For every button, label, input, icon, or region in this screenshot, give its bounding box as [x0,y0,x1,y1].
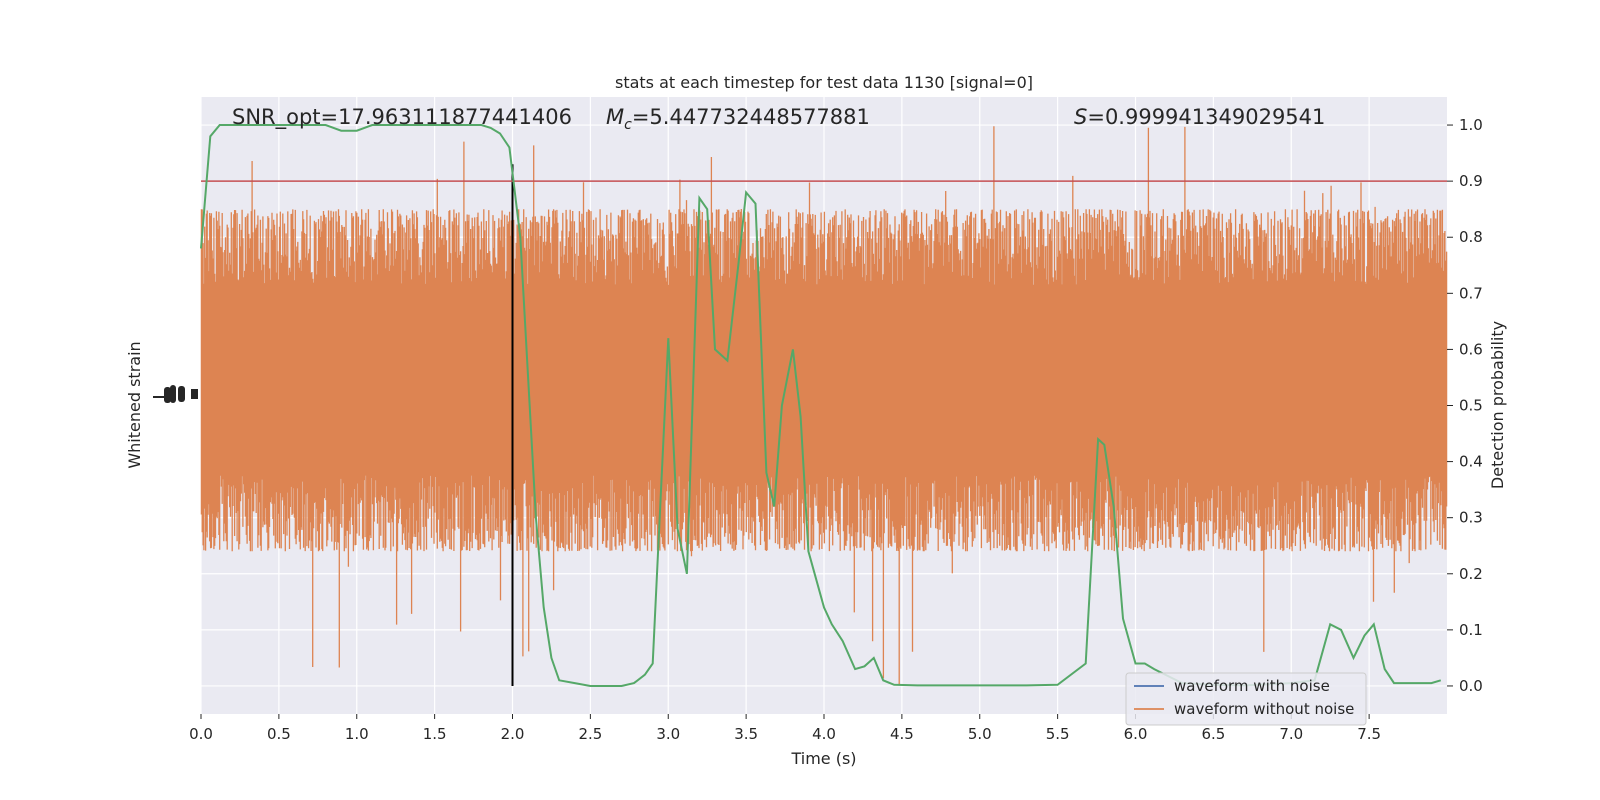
y-right-tick-label: 0.7 [1459,284,1483,302]
chart-title: stats at each timestep for test data 113… [615,73,1033,92]
snr-annotation: SNR_opt=17.963111877441406 [232,105,572,130]
legend-box [1125,672,1367,726]
y-right-tick-label: 0.5 [1459,397,1483,415]
x-tick-label: 5.5 [1046,725,1070,743]
x-tick-label: 6.5 [1201,725,1225,743]
x-tick-label: 2.5 [578,725,602,743]
x-tick-label: 4.5 [890,725,914,743]
x-tick-label: 0.0 [189,725,213,743]
y-left-axis-label: Whitened strain [125,341,144,468]
y-right-tick-label: 0.2 [1459,565,1483,583]
y-right-tick-label: 0.1 [1459,621,1483,639]
x-tick-label: 0.5 [267,725,291,743]
y-right-axis-ticks: 0.0 0.1 0.2 0.3 0.4 0.5 0.6 0.7 0.8 0.9 1.0 [1447,116,1483,695]
x-tick-label: 6.0 [1124,725,1148,743]
y-right-tick-label: 0.6 [1459,340,1483,358]
chirp-mass-annotation: Mc=5.447732448577881 [606,105,870,133]
x-tick-label: 3.0 [656,725,680,743]
x-tick-label: 7.5 [1357,725,1381,743]
legend-label-waveform-without-noise: waveform without noise [1174,700,1354,718]
x-tick-label: 1.5 [423,725,447,743]
x-axis-label: Time (s) [790,749,856,768]
y-right-tick-label: 0.9 [1459,172,1483,190]
x-tick-label: 1.0 [345,725,369,743]
strain-spikes [200,126,1448,685]
x-tick-label: 2.0 [501,725,525,743]
x-tick-label: 5.0 [968,725,992,743]
y-right-tick-label: 0.3 [1459,509,1483,527]
s-annotation: S=0.999941349029541 [1074,105,1325,129]
legend: waveform with noise waveform without noi… [1125,672,1367,726]
x-tick-label: 4.0 [812,725,836,743]
y-right-tick-label: 0.8 [1459,228,1483,246]
x-axis-ticks: 0.0 0.5 1.0 1.5 2.0 2.5 3.0 3.5 4.0 4.5 5.0 5.5 6.0 6… [189,714,1381,743]
x-tick-label: 3.5 [734,725,758,743]
y-right-axis-label: Detection probability [1488,321,1507,489]
y-right-tick-label: 0.0 [1459,677,1483,695]
y-right-tick-label: 1.0 [1459,116,1483,134]
left-tick-clutter [153,385,198,403]
strain-series [200,126,1448,685]
legend-label-waveform-with-noise: waveform with noise [1174,677,1330,695]
y-right-tick-label: 0.4 [1459,453,1483,471]
x-tick-label: 7.0 [1279,725,1303,743]
